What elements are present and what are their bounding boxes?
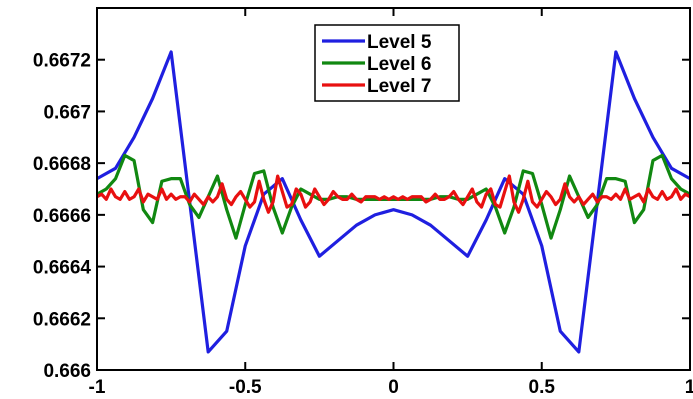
x-tick-label: -1 <box>89 377 106 398</box>
y-tick-label: 0.667 <box>43 102 91 123</box>
ticks-layer: -1 -0.5 0 0.5 1 0.666 0.6662 0.6664 0.6666 0.6668… <box>33 8 693 398</box>
series-line-3 <box>97 174 690 214</box>
y-tick-label: 0.6668 <box>33 154 91 175</box>
series-line-1 <box>97 50 690 354</box>
x-tick-label: 1 <box>685 377 693 398</box>
series-layer <box>97 50 690 354</box>
series-line-2 <box>97 153 690 240</box>
y-tick-label: 0.666 <box>43 361 91 382</box>
y-tick-label: 0.6672 <box>33 51 91 72</box>
y-tick-label: 0.6666 <box>33 206 91 227</box>
y-tick-label: 0.6662 <box>33 309 91 330</box>
x-tick-label: -0.5 <box>229 377 262 398</box>
legend-label-3: Level 7 <box>367 76 431 97</box>
x-tick-label: 0 <box>388 377 399 398</box>
legend-label-1: Level 5 <box>367 32 432 53</box>
legend-label-2: Level 6 <box>367 54 431 75</box>
y-tick-label: 0.6664 <box>33 258 92 279</box>
x-tick-label: 0.5 <box>529 377 556 398</box>
